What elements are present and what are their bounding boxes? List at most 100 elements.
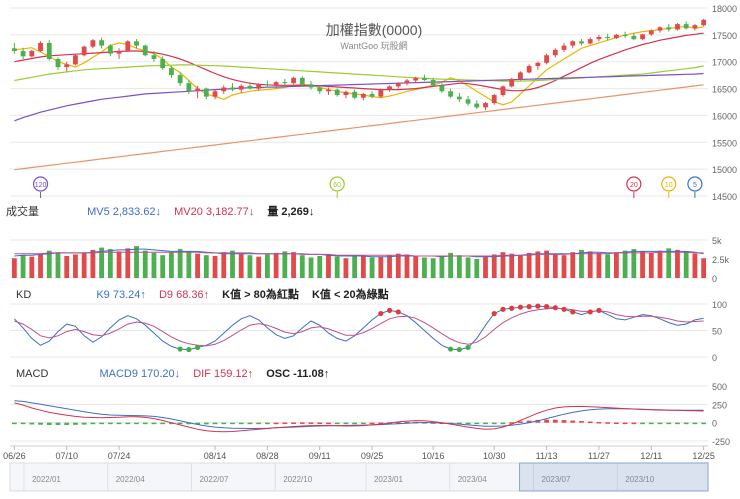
volume-mv20-line — [14, 251, 704, 257]
volume-tick-label: 0 — [712, 274, 717, 284]
x-axis-date-label: 08/14 — [204, 451, 227, 461]
volume-bar — [683, 251, 689, 278]
candle-body — [160, 59, 166, 69]
candle-body — [169, 68, 174, 76]
candle-body — [605, 37, 611, 39]
volume-bar — [596, 252, 602, 278]
volume-bar — [308, 257, 314, 278]
candle-body — [352, 91, 358, 98]
candle-body — [701, 19, 707, 26]
volume-bar — [378, 256, 384, 278]
osc-bar — [622, 422, 628, 425]
volume-bar — [657, 250, 663, 278]
navigator-selection — [519, 462, 709, 492]
period-marker — [329, 176, 345, 192]
osc-bar — [666, 422, 672, 425]
volume-bar — [622, 250, 628, 278]
kd-overbought-dot — [386, 307, 393, 313]
macd-tick-label: 500 — [712, 382, 727, 392]
candle-body — [81, 46, 87, 56]
osc-bar — [570, 420, 576, 423]
volume-bar — [631, 249, 637, 278]
osc-bar — [552, 419, 558, 423]
osc-bar — [308, 422, 314, 424]
ma-line-240 — [14, 84, 704, 171]
volume-bar — [73, 254, 78, 278]
osc-bar — [360, 422, 366, 425]
kd-overbought-dot — [395, 309, 401, 315]
volume-bar — [509, 253, 515, 278]
candle-body — [526, 66, 532, 73]
period-marker — [626, 176, 642, 192]
candle-body — [675, 24, 680, 30]
osc-bar — [195, 422, 200, 425]
osc-bar — [256, 422, 262, 425]
osc-bar — [561, 420, 567, 423]
volume-bar — [186, 251, 192, 278]
volume-bar — [177, 249, 183, 278]
volume-bar — [605, 254, 611, 278]
volume-bar — [518, 255, 523, 278]
volume-bar — [334, 256, 340, 278]
kd-tick-label: 0 — [712, 353, 717, 363]
candle-body — [230, 87, 235, 90]
osc-bar — [64, 422, 70, 425]
candle-body — [483, 103, 488, 108]
volume-bar — [343, 258, 349, 278]
volume-bar — [640, 251, 645, 278]
navigator-label: 2023/01 — [374, 475, 403, 484]
macd-tick-label: 0 — [712, 419, 717, 429]
osc-bar — [142, 422, 148, 425]
osc-bar — [230, 422, 235, 425]
kd-overbought-dot — [500, 306, 506, 312]
kd-oversold-dot — [194, 344, 201, 351]
candle-body — [631, 35, 637, 40]
volume-bar — [369, 257, 375, 278]
candle-body — [378, 89, 384, 97]
volume-bar — [291, 252, 296, 278]
kd-line-k9 — [14, 305, 704, 351]
osc-bar — [221, 422, 227, 425]
candle-body — [544, 55, 549, 63]
volume-bar — [535, 251, 541, 278]
volume-bar — [413, 255, 419, 278]
candle-body — [38, 42, 43, 51]
candle-body — [648, 30, 654, 35]
kd-d-value: D9 68.36↑ — [158, 289, 210, 301]
kd-overbought-dot — [535, 303, 541, 309]
osc-bar — [596, 421, 602, 424]
price-tick-label: 18000 — [712, 4, 737, 14]
volume-bar — [326, 254, 331, 278]
volume-bar — [352, 255, 358, 278]
volume-bar — [81, 252, 87, 278]
candle-body — [552, 49, 558, 56]
osc-bar — [500, 422, 506, 425]
volume-title: 成交量 — [6, 206, 39, 218]
volume-tick-label: 5k — [712, 236, 722, 246]
osc-bar — [675, 422, 680, 425]
period-marker-label: 10 — [665, 182, 673, 189]
candle-body — [491, 95, 497, 104]
osc-bar — [587, 421, 593, 424]
x-axis-date-label: 12/11 — [640, 451, 662, 461]
kd-note-green: K值 < 20為綠點 — [311, 289, 389, 301]
kd-overbought-dot — [552, 305, 558, 311]
kd-overbought-dot — [378, 310, 384, 317]
ma-line-120 — [14, 72, 704, 122]
volume-bar — [20, 255, 26, 278]
volume-bar — [151, 252, 157, 278]
volume-bar — [570, 252, 576, 278]
osc-bar — [395, 422, 401, 424]
volume-bar — [273, 252, 279, 278]
candle-body — [439, 85, 445, 92]
candle-body — [622, 34, 628, 36]
volume-bar — [203, 255, 209, 278]
chart-subtitle: WantGoo 玩股網 — [340, 40, 407, 51]
osc-bar — [90, 422, 96, 425]
volume-bar — [299, 255, 305, 278]
volume-bar — [317, 255, 323, 278]
osc-bar — [317, 422, 323, 424]
osc-bar — [579, 421, 584, 423]
period-marker-label: 5 — [693, 182, 697, 189]
